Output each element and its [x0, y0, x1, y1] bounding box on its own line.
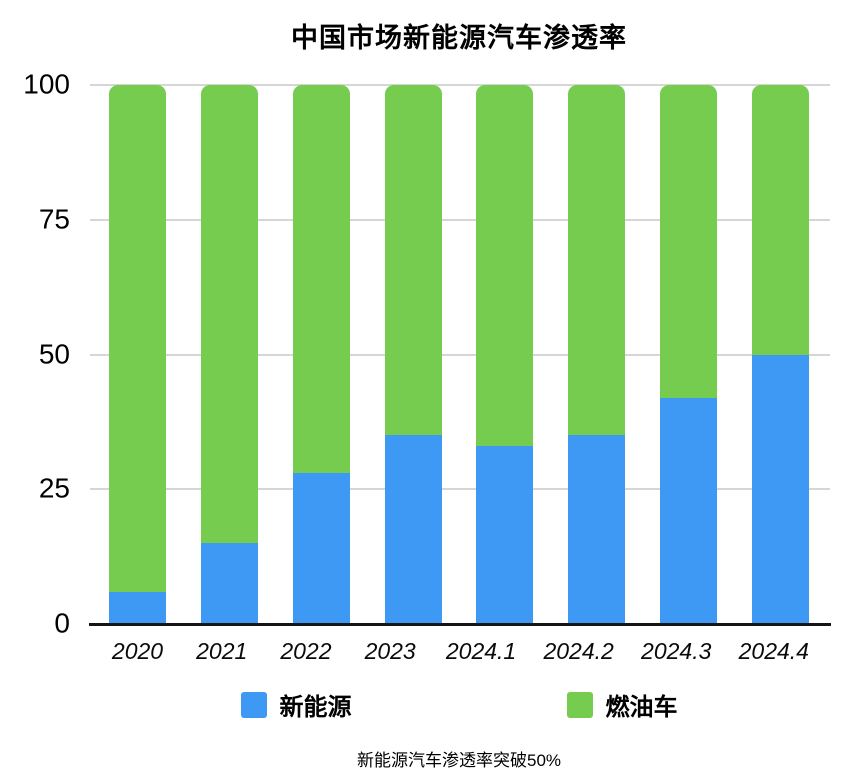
x-tick-label-2021: 2021 — [196, 638, 248, 664]
legend-label-ranyouche: 燃油车 — [605, 694, 678, 721]
bar-2024.4 — [751, 85, 809, 624]
bar-2021 — [200, 85, 258, 624]
bar-segment-燃油车-2023 — [384, 85, 442, 436]
chart-title: 中国市场新能源汽车渗透率 — [291, 23, 627, 53]
bar-2023 — [384, 85, 442, 624]
bar-segment-新能源-2024.2 — [568, 435, 626, 624]
bar-2024.1 — [476, 85, 534, 624]
plot-area — [89, 84, 831, 626]
x-tick-label-2022: 2022 — [280, 638, 332, 664]
x-axis-labels: 2020 2021 2022 2023 2024.1 2024.2 2024.3 2024.4 — [90, 638, 828, 665]
bar-segment-新能源-2024.1 — [476, 446, 534, 624]
y-tick-label-0: 0 — [54, 607, 70, 639]
bar-segment-燃油车-2024.3 — [660, 85, 718, 398]
x-tick-label-2020: 2020 — [111, 638, 164, 664]
bar-segment-燃油车-2024.2 — [568, 85, 626, 436]
y-tick-label-50: 50 — [38, 337, 70, 369]
y-tick-label-75: 75 — [38, 203, 70, 235]
legend-item-xinnengyuan: 新能源 — [240, 687, 352, 722]
bar-segment-燃油车-2024.4 — [751, 85, 809, 355]
legend-swatch-xinnengyuan-icon — [240, 691, 267, 718]
y-tick-label-100: 100 — [23, 68, 70, 100]
bar-segment-新能源-2024.3 — [660, 397, 718, 624]
bar-segment-新能源-2022 — [292, 473, 350, 624]
bar-segment-燃油车-2020 — [109, 85, 166, 592]
bar-2024.3 — [660, 85, 718, 624]
y-axis-labels: 100 75 50 25 0 — [0, 70, 70, 637]
x-tick-label-2024.3: 2024.3 — [641, 638, 712, 664]
bar-segment-新能源-2024.4 — [751, 354, 809, 624]
bars-row — [90, 85, 828, 624]
chart-caption: 新能源汽车渗透率突破50% — [356, 751, 562, 770]
legend-item-ranyouche: 燃油车 — [566, 687, 678, 722]
legend-label-xinnengyuan: 新能源 — [279, 694, 352, 721]
legend: 新能源 燃油车 — [90, 687, 828, 722]
x-tick-label-2024.2: 2024.2 — [543, 638, 614, 664]
bar-2024.2 — [568, 85, 626, 624]
bar-2022 — [292, 85, 350, 624]
gridline-y-25 — [90, 488, 830, 491]
gridline-y-50 — [90, 353, 830, 356]
bar-2020 — [109, 85, 166, 624]
bar-segment-燃油车-2022 — [292, 85, 350, 474]
x-axis-line — [89, 623, 831, 626]
gridline-y-100 — [90, 84, 830, 86]
x-tick-label-2023: 2023 — [364, 638, 416, 664]
x-tick-label-2024.1: 2024.1 — [445, 638, 517, 664]
bar-segment-新能源-2023 — [384, 435, 442, 624]
bar-segment-燃油车-2021 — [200, 85, 258, 544]
legend-swatch-ranyouche-icon — [566, 691, 593, 718]
bar-segment-新能源-2021 — [200, 543, 258, 624]
bar-segment-燃油车-2024.1 — [476, 85, 534, 447]
x-tick-label-2024.4: 2024.4 — [738, 638, 809, 664]
y-tick-label-25: 25 — [38, 472, 70, 504]
bar-segment-新能源-2020 — [109, 591, 166, 624]
gridline-y-75 — [90, 218, 830, 221]
